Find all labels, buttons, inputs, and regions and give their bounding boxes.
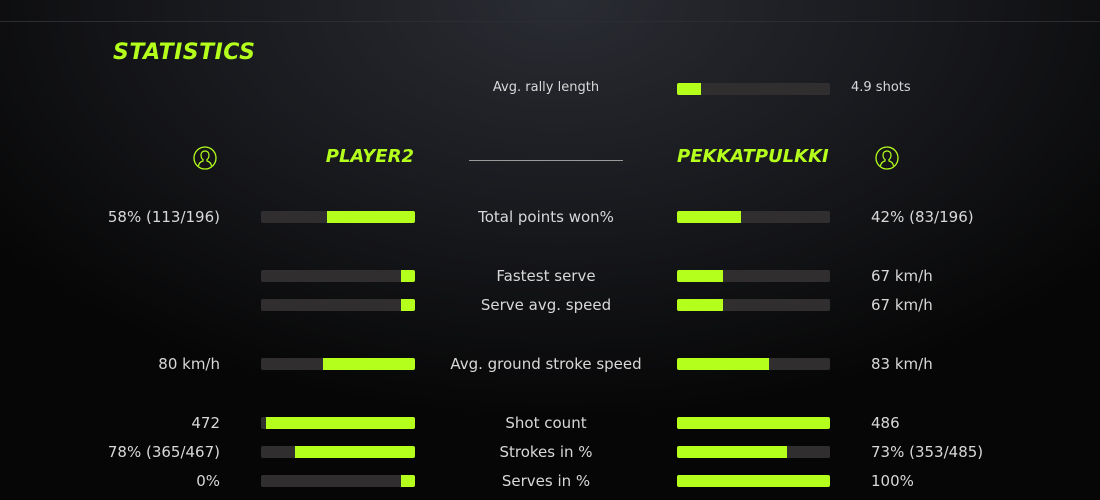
rally-label: Avg. rally length: [492, 80, 600, 95]
left-bar: [261, 211, 415, 223]
left-bar: [261, 270, 415, 282]
stat-label: Total points won%: [478, 208, 614, 226]
stat-row: 78% (365/467) Strokes in % 73% (353/485): [0, 443, 1100, 463]
right-bar: [677, 417, 830, 429]
left-bar: [261, 417, 415, 429]
stat-row: 58% (113/196) Total points won% 42% (83/…: [0, 208, 1100, 228]
left-bar-fill: [327, 211, 415, 223]
rally-row: Avg. rally length 4.9 shots: [0, 80, 1100, 100]
top-divider: [0, 21, 1100, 22]
right-bar-fill: [677, 211, 742, 223]
left-value: 472: [191, 414, 220, 432]
right-bar: [677, 446, 830, 458]
left-bar: [261, 475, 415, 487]
left-value: 58% (113/196): [107, 208, 220, 226]
right-bar: [677, 270, 830, 282]
right-bar: [677, 475, 830, 487]
right-bar-fill: [677, 417, 830, 429]
right-bar-fill: [677, 358, 769, 370]
left-bar-fill: [401, 475, 415, 487]
right-bar-fill: [677, 446, 788, 458]
stat-row: 0% Serves in % 100%: [0, 472, 1100, 492]
right-player-name: PEKKATPULKKI: [677, 146, 829, 167]
rally-value: 4.9 shots: [851, 80, 911, 95]
right-value: 73% (353/485): [871, 443, 984, 461]
left-bar-fill: [401, 270, 415, 282]
right-value: 67 km/h: [871, 296, 933, 314]
right-value: 83 km/h: [871, 355, 933, 373]
left-value: 80 km/h: [158, 355, 220, 373]
left-bar: [261, 299, 415, 311]
left-player-name: PLAYER2: [325, 146, 414, 167]
stat-row: Fastest serve 67 km/h: [0, 267, 1100, 287]
right-bar: [677, 358, 830, 370]
left-value: 0%: [196, 472, 220, 490]
right-bar-fill: [677, 299, 723, 311]
stat-row: 472 Shot count 486: [0, 414, 1100, 434]
stat-label: Fastest serve: [496, 267, 596, 285]
left-bar: [261, 446, 415, 458]
user-icon: [875, 146, 899, 170]
right-bar: [677, 299, 830, 311]
right-value: 100%: [871, 472, 914, 490]
right-bar: [677, 211, 830, 223]
page-title: STATISTICS: [113, 40, 256, 65]
rally-bar: [677, 83, 830, 95]
stat-label: Shot count: [505, 414, 587, 432]
right-bar-fill: [677, 475, 830, 487]
user-icon: [193, 146, 217, 170]
stat-row: Serve avg. speed 67 km/h: [0, 296, 1100, 316]
right-value: 486: [871, 414, 900, 432]
stat-label: Avg. ground stroke speed: [450, 355, 642, 373]
stat-label: Serves in %: [501, 472, 591, 490]
rally-bar-fill: [677, 83, 702, 95]
right-value: 42% (83/196): [871, 208, 974, 226]
stat-label: Strokes in %: [499, 443, 593, 461]
left-bar: [261, 358, 415, 370]
left-bar-fill: [265, 417, 415, 429]
left-bar-fill: [401, 299, 415, 311]
right-bar-fill: [677, 270, 723, 282]
left-bar-fill: [322, 358, 415, 370]
left-bar-fill: [294, 446, 415, 458]
header-divider: [469, 160, 623, 161]
stat-row: 80 km/h Avg. ground stroke speed 83 km/h: [0, 355, 1100, 375]
right-value: 67 km/h: [871, 267, 933, 285]
left-value: 78% (365/467): [107, 443, 220, 461]
stat-label: Serve avg. speed: [480, 296, 612, 314]
